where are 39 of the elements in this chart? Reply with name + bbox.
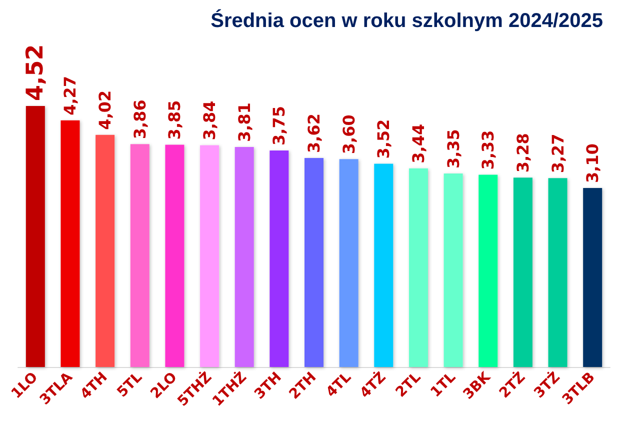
data-label: 3,75 [270, 106, 289, 146]
chart-title: Średnia ocen w roku szkolnym 2024/2025 [210, 9, 604, 32]
data-label: 3,60 [339, 114, 358, 154]
data-label: 3,86 [130, 100, 150, 140]
bar [26, 106, 45, 367]
data-label: 3,28 [513, 133, 532, 173]
data-label: 3,44 [408, 124, 428, 164]
x-tick-label: 5TL [114, 369, 146, 401]
x-tick-label: 2TL [392, 369, 424, 401]
data-label: 3,81 [234, 102, 254, 142]
x-tick-label: 1TL [428, 369, 460, 401]
data-label: 3,52 [374, 119, 394, 159]
bar [270, 150, 289, 367]
bar [304, 158, 324, 367]
bar [339, 159, 358, 367]
x-tick-label: 4TL [323, 369, 355, 401]
data-label: 3,35 [444, 129, 463, 169]
bar [234, 147, 254, 367]
data-label: 3,62 [304, 113, 324, 153]
data-label: 3,84 [200, 100, 220, 140]
data-label: 3,33 [478, 130, 498, 170]
bar [513, 178, 532, 367]
data-label: 4,52 [22, 44, 48, 101]
bar [96, 134, 115, 367]
data-label: 3,10 [583, 144, 602, 183]
bar [130, 144, 150, 367]
data-label: 4,27 [60, 76, 80, 116]
bar [165, 144, 184, 367]
bar [60, 120, 80, 367]
data-label: 4,02 [96, 90, 115, 130]
bar [200, 145, 220, 367]
bar [444, 174, 463, 367]
bar [548, 178, 568, 367]
bar [374, 164, 394, 367]
data-label: 3,85 [165, 100, 184, 140]
data-label: 3,27 [548, 134, 568, 174]
bar [583, 188, 602, 367]
bar [478, 174, 498, 367]
bar [408, 168, 428, 367]
